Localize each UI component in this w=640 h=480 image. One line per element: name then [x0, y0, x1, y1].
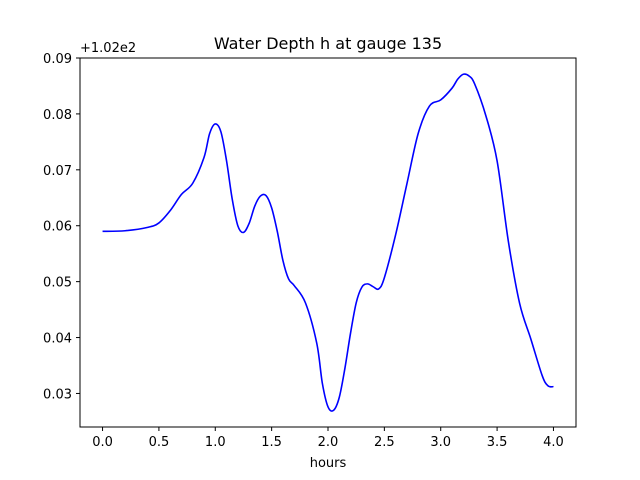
y-axis: 0.03 0.04 0.05 0.06 0.07 0.08 0.09	[43, 52, 80, 402]
plot-frame	[79, 57, 577, 428]
x-tick-label: 3.5	[487, 435, 508, 450]
y-tick-label: 0.08	[43, 108, 72, 123]
y-tick-label: 0.04	[43, 332, 72, 347]
x-tick-label: 1.0	[205, 435, 226, 450]
series-line-0	[102, 73, 554, 412]
y-tick-label: 0.09	[43, 52, 72, 67]
x-tick-label: 2.0	[318, 435, 339, 450]
chart-title: Water Depth h at gauge 135	[214, 34, 442, 53]
x-tick-label: 0.5	[149, 435, 170, 450]
x-tick-label: 3.0	[430, 435, 451, 450]
y-offset-label: +1.02e2	[80, 41, 136, 56]
y-tick-label: 0.07	[43, 164, 72, 179]
plot-area	[102, 73, 554, 412]
x-tick-label: 0.0	[92, 435, 113, 450]
y-tick-label: 0.05	[43, 276, 72, 291]
y-tick-label: 0.06	[43, 220, 72, 235]
x-axis-label: hours	[310, 456, 347, 471]
x-axis: 0.0 0.5 1.0 1.5 2.0 2.5 3.0 3.5 4.0	[92, 427, 564, 450]
x-tick-label: 4.0	[543, 435, 564, 450]
y-tick-label: 0.03	[43, 387, 72, 402]
x-tick-label: 1.5	[261, 435, 282, 450]
x-tick-label: 2.5	[374, 435, 395, 450]
